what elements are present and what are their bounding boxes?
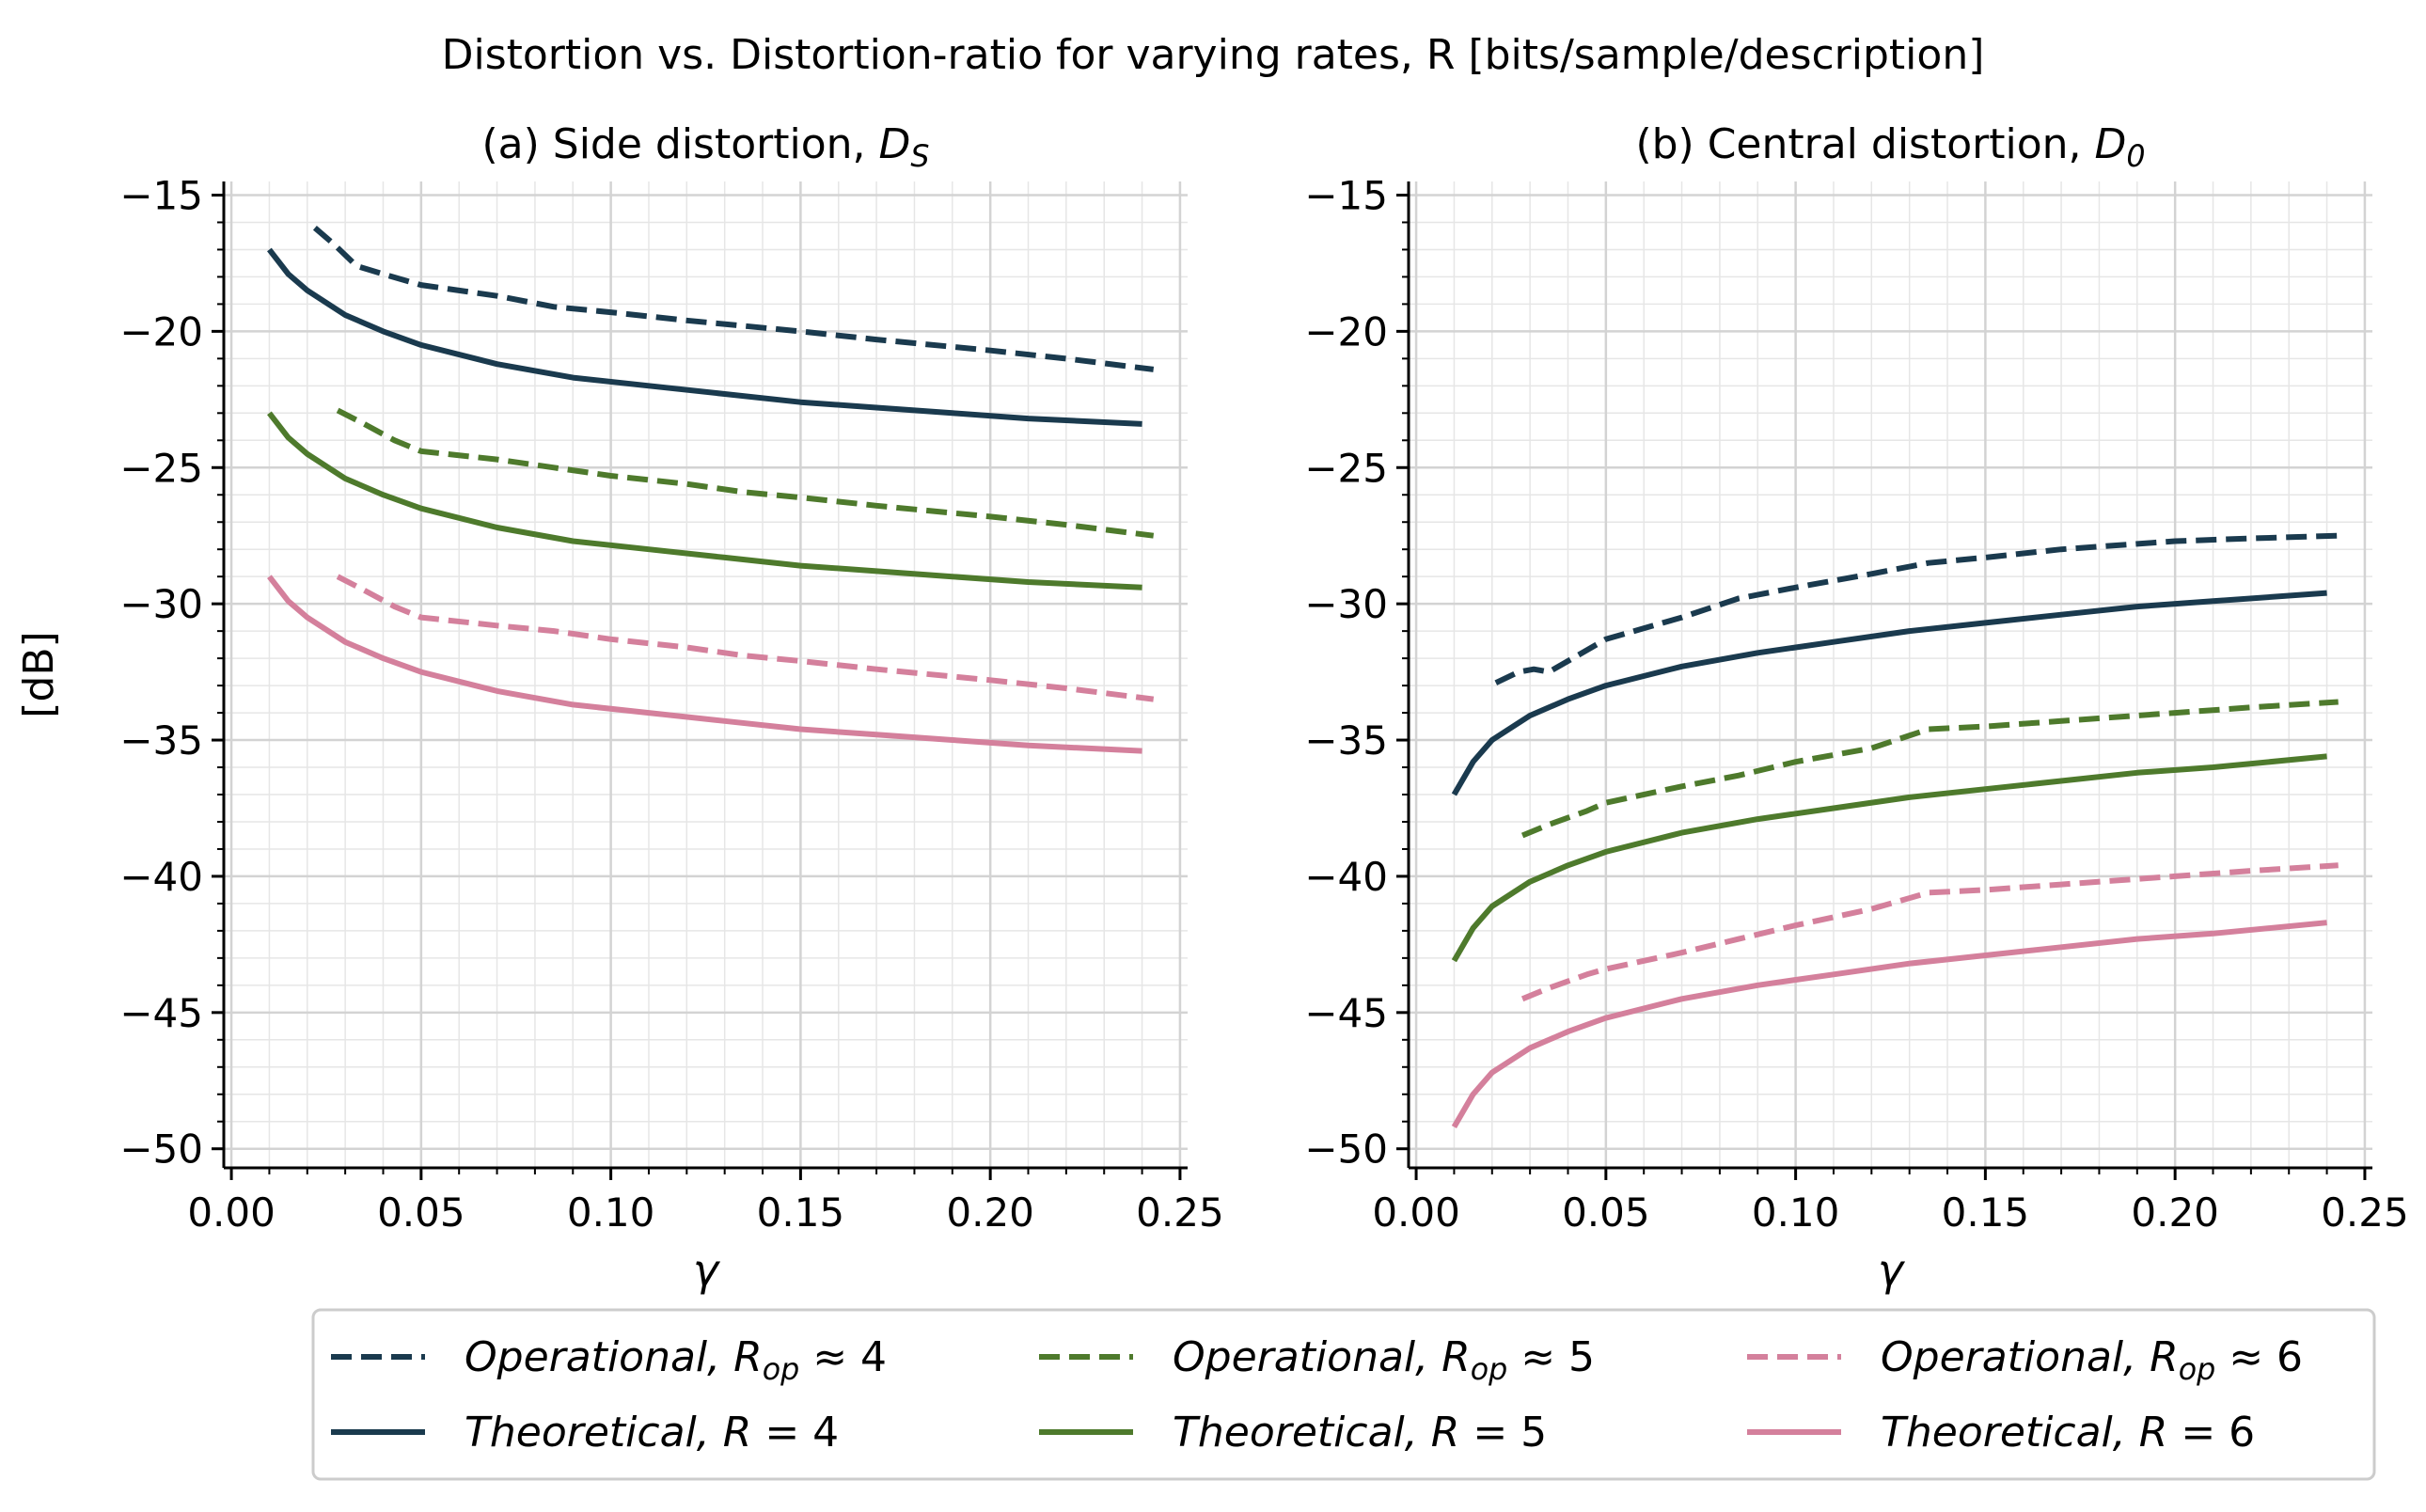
y-tick-label: −45 xyxy=(119,990,203,1036)
y-tick-label: −15 xyxy=(1304,172,1388,218)
series-line-theoretical xyxy=(267,247,1142,427)
y-tick-label: −40 xyxy=(119,854,203,900)
x-tick-label: 0.05 xyxy=(1562,1189,1650,1236)
subplot-side-distortion: 0.00 0.05 0.10 0.15 0.20 0.25 −15 −20 −25 −30 −35 −… xyxy=(15,120,1224,1296)
series-line-theoretical xyxy=(1451,753,2327,963)
x-tick-label: 0.25 xyxy=(1136,1189,1224,1236)
x-tick-label: 0.00 xyxy=(1372,1189,1460,1236)
x-tick-label: 0.10 xyxy=(567,1189,655,1236)
x-axis-label: γ xyxy=(1878,1245,1906,1296)
y-tick-label: −35 xyxy=(1304,717,1388,764)
x-tick-label: 0.15 xyxy=(757,1189,845,1236)
subplot-title: (a) Side distortion, DS xyxy=(481,120,929,174)
y-tick-label: −25 xyxy=(119,445,203,491)
y-axis-label: [dB] xyxy=(15,631,63,717)
subplot-title: (b) Central distortion, D0 xyxy=(1635,120,2145,174)
y-tick-label: −50 xyxy=(119,1126,203,1173)
x-tick-label: 0.20 xyxy=(2131,1189,2219,1236)
series-group xyxy=(1451,532,2339,1129)
y-tick-label: −15 xyxy=(119,172,203,218)
x-axis-label: γ xyxy=(693,1245,721,1296)
x-tick-label: 0.00 xyxy=(187,1189,276,1236)
series-line-operational xyxy=(1494,532,2339,685)
minor-grid xyxy=(224,181,1188,1168)
y-tick-label: −20 xyxy=(1304,308,1388,354)
x-tick-label: 0.25 xyxy=(2321,1189,2409,1236)
legend-label: Theoretical, R = 4 xyxy=(465,1409,839,1457)
major-grid xyxy=(224,181,1188,1168)
y-tick-label: −25 xyxy=(1304,445,1388,491)
major-grid xyxy=(1409,181,2372,1168)
legend-label: Operational, Rop​ ≈ 5 xyxy=(1173,1333,1595,1387)
series-line-operational xyxy=(1520,699,2339,839)
subplot-central-distortion: 0.00 0.05 0.10 0.15 0.20 0.25 −15 −20 −25 −30 −35 −… xyxy=(1304,120,2408,1296)
x-tick-label: 0.20 xyxy=(946,1189,1034,1236)
minor-grid xyxy=(1409,181,2372,1168)
y-tick-label: −20 xyxy=(119,308,203,354)
series-line-theoretical xyxy=(267,575,1142,754)
x-tick-label: 0.15 xyxy=(1942,1189,2030,1236)
x-tick-label: 0.10 xyxy=(1752,1189,1840,1236)
legend-label: Operational, Rop​ ≈ 6 xyxy=(1881,1333,2303,1387)
figure-suptitle: Distortion vs. Distortion-ratio for vary… xyxy=(442,31,1985,79)
series-line-theoretical xyxy=(267,411,1142,591)
series-group xyxy=(267,226,1155,754)
legend-frame xyxy=(311,1308,2376,1481)
x-tick-label: 0.05 xyxy=(377,1189,465,1236)
y-tick-label: −40 xyxy=(1304,854,1388,900)
y-tick-label: −45 xyxy=(1304,990,1388,1036)
series-line-operational xyxy=(312,226,1155,372)
y-tick-label: −50 xyxy=(1304,1126,1388,1173)
legend-label: Theoretical, R = 5 xyxy=(1173,1409,1547,1457)
series-line-operational xyxy=(336,407,1155,539)
series-line-operational xyxy=(336,574,1155,702)
legend: Operational, Rop​ ≈ 4 Theoretical, R = 4 O… xyxy=(311,1308,2376,1481)
y-tick-label: −35 xyxy=(119,717,203,764)
y-tick-label: −30 xyxy=(119,581,203,627)
series-line-theoretical xyxy=(1451,920,2327,1129)
series-line-operational xyxy=(1520,862,2339,1002)
series-line-theoretical xyxy=(1451,590,2327,796)
y-tick-label: −30 xyxy=(1304,581,1388,627)
legend-label: Theoretical, R = 6 xyxy=(1881,1409,2255,1457)
legend-label: Operational, Rop​ ≈ 4 xyxy=(465,1333,887,1387)
